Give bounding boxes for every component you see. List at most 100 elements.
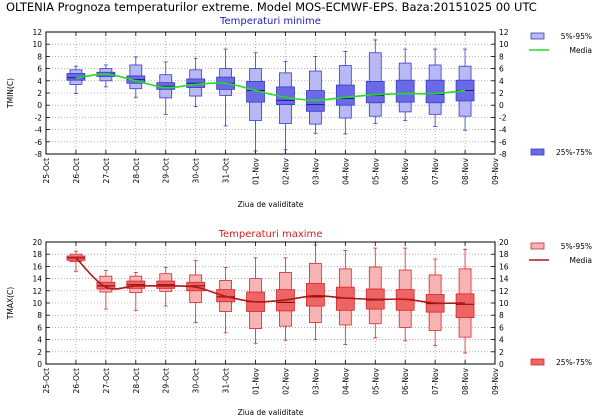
- tmin-ytick-label-left: -2: [35, 113, 43, 122]
- tmin-xtick-label: 25-Oct: [42, 158, 51, 183]
- tmax-mean-line: [75, 257, 466, 305]
- tmax-legend-label: 5%-95%: [561, 242, 592, 251]
- tmax-xlabel: Ziua de validitate: [238, 408, 304, 417]
- tmin-xtick-label: 07-Nov: [431, 157, 440, 184]
- tmax-ytick-label-left: 20: [32, 238, 42, 247]
- tmax-ytick-label-right: 14: [499, 275, 509, 284]
- tmin-legend-swatch-25-75: [530, 148, 545, 156]
- tmax-ylabel: TMAX(C): [6, 287, 15, 320]
- tmax-ytick-label-left: 6: [37, 323, 42, 332]
- tmin-xtick-label: 08-Nov: [461, 157, 470, 184]
- tmin-ytick-label-left: 8: [37, 52, 42, 61]
- tmax-ytick-label-left: 0: [37, 360, 42, 369]
- tmin-xtick-label: 04-Nov: [341, 157, 350, 184]
- tmin-ytick-label-left: -4: [35, 126, 43, 135]
- tmax-xtick-label: 03-Nov: [311, 367, 320, 394]
- tmax-ytick-label-left: 16: [32, 262, 42, 271]
- tmax-xtick-label: 05-Nov: [371, 367, 380, 394]
- tmin-ytick-label-left: 2: [37, 89, 42, 98]
- tmax-xtick-label: 28-Oct: [132, 368, 141, 393]
- tmin-ytick-label-left: -8: [35, 150, 43, 159]
- tmin-xtick-label: 31-Oct: [222, 158, 231, 183]
- tmax-ytick-label-left: 4: [37, 336, 42, 345]
- tmax-legend-label: Media: [569, 256, 592, 265]
- tmin-xlabel: Ziua de validitate: [238, 200, 304, 209]
- tmax-xtick-label: 02-Nov: [281, 367, 290, 394]
- tmax-xtick-label: 09-Nov: [491, 367, 500, 394]
- tmin-ytick-label-right: -4: [499, 126, 507, 135]
- tmax-plot-frame: [45, 241, 496, 365]
- tmax-xtick-label: 04-Nov: [341, 367, 350, 394]
- tmin-xtick-label: 29-Oct: [162, 158, 171, 183]
- tmax-ytick-label-left: 18: [32, 250, 42, 259]
- tmax-ytick-label-right: 0: [499, 360, 504, 369]
- tmax-ytick-label-left: 12: [32, 287, 42, 296]
- tmin-box-25-75: [246, 81, 265, 103]
- tmin-legend-label: 5%-95%: [561, 32, 592, 41]
- tmin-box-25-75: [395, 79, 415, 103]
- tmin-title: Temperaturi minime: [219, 16, 321, 27]
- tmax-title: Temperaturi maxime: [218, 229, 323, 240]
- tmax-xtick-label: 30-Oct: [192, 368, 201, 393]
- tmin-ytick-label-right: -8: [499, 150, 507, 159]
- chart-tmin: Temperaturi minime -8 -8 -6 -6 -4 -4 -2 -2 0 0 2 2 4 4…: [6, 16, 592, 209]
- tmin-xtick-label: 26-Oct: [72, 158, 81, 183]
- tmax-xtick-label: 27-Oct: [102, 368, 111, 393]
- tmin-xtick-label: 30-Oct: [192, 158, 201, 183]
- tmin-box-25-75: [335, 84, 355, 106]
- tmax-ytick-label-left: 10: [32, 299, 42, 308]
- tmax-box-25-75: [306, 283, 325, 307]
- tmin-ytick-label-right: 4: [499, 77, 504, 86]
- page-title: OLTENIA Prognoza temperaturilor extreme.…: [6, 0, 537, 14]
- tmax-xtick-label: 01-Nov: [252, 367, 261, 394]
- tmin-xtick-label: 01-Nov: [252, 157, 261, 184]
- tmax-xtick-label: 26-Oct: [72, 368, 81, 393]
- tmin-ytick-label-right: 10: [499, 40, 509, 49]
- tmin-xtick-label: 09-Nov: [491, 157, 500, 184]
- tmax-ytick-label-right: 20: [499, 238, 509, 247]
- tmax-xtick-label: 06-Nov: [401, 367, 410, 394]
- tmax-ytick-label-left: 14: [32, 275, 42, 284]
- tmax-ytick-label-right: 12: [499, 287, 509, 296]
- tmax-legend-swatch-25-75: [530, 358, 545, 366]
- tmin-ytick-label-left: 4: [37, 77, 42, 86]
- tmin-plot-frame: [45, 31, 496, 155]
- tmin-xtick-label: 27-Oct: [102, 158, 111, 183]
- tmax-xtick-label: 07-Nov: [431, 367, 440, 394]
- tmax-ytick-label-right: 4: [499, 336, 504, 345]
- tmin-xtick-label: 02-Nov: [281, 157, 290, 184]
- tmax-xtick-label: 08-Nov: [461, 367, 470, 394]
- tmin-ytick-label-right: -6: [499, 138, 507, 147]
- tmax-xtick-label: 31-Oct: [222, 368, 231, 393]
- tmin-ytick-label-right: 2: [499, 89, 504, 98]
- tmin-xtick-label: 06-Nov: [401, 157, 410, 184]
- tmax-ytick-label-right: 8: [499, 311, 504, 320]
- tmin-ytick-label-right: 6: [499, 65, 504, 74]
- tmin-ytick-label-left: 0: [37, 101, 42, 110]
- tmax-box-25-75: [455, 293, 475, 319]
- tmax-xtick-label: 29-Oct: [162, 368, 171, 393]
- tmin-box-25-75: [365, 81, 385, 104]
- tmax-ytick-label-right: 16: [499, 262, 509, 271]
- tmax-legend-swatch-5-95: [530, 242, 545, 250]
- tmax-ytick-label-left: 8: [37, 311, 42, 320]
- tmax-ytick-label-right: 10: [499, 299, 509, 308]
- tmin-ytick-label-right: -2: [499, 113, 507, 122]
- tmin-box-25-75: [425, 79, 445, 104]
- tmin-xtick-label: 03-Nov: [311, 157, 320, 184]
- tmin-xtick-label: 28-Oct: [132, 158, 141, 183]
- tmin-ytick-label-right: 12: [499, 28, 509, 37]
- chart-tmax: Temperaturi maxime 0 0 2 2 4 4 6 6 8 8 10 10 12 12 14 14…: [6, 229, 592, 417]
- tmin-ytick-label-left: 10: [32, 40, 42, 49]
- tmax-xtick-label: 25-Oct: [42, 368, 51, 393]
- tmin-ytick-label-right: 0: [499, 101, 504, 110]
- tmax-legend-label: 25%-75%: [556, 358, 592, 367]
- tmax-ytick-label-right: 2: [499, 348, 504, 357]
- tmin-ytick-label-left: -6: [35, 138, 43, 147]
- tmin-ytick-label-left: 6: [37, 65, 42, 74]
- tmax-ytick-label-left: 2: [37, 348, 42, 357]
- tmin-legend-label: 25%-75%: [556, 148, 592, 157]
- tmin-ytick-label-right: 8: [499, 52, 504, 61]
- tmin-legend-swatch-5-95: [530, 32, 545, 40]
